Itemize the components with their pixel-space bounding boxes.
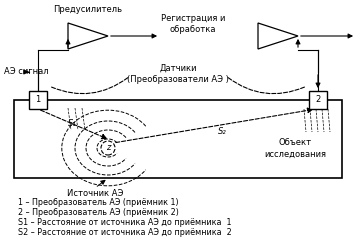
Text: 2: 2 <box>315 96 321 104</box>
Text: Датчики
(Преобразователи АЭ ): Датчики (Преобразователи АЭ ) <box>127 63 229 84</box>
Text: Источник АЭ: Источник АЭ <box>67 188 123 198</box>
Text: Предусилитель: Предусилитель <box>54 5 122 15</box>
Bar <box>309 91 327 109</box>
Text: Объект
исследования: Объект исследования <box>264 138 326 158</box>
Bar <box>29 91 47 109</box>
Text: S1 – Расстояние от источника АЭ до приёмника  1: S1 – Расстояние от источника АЭ до приём… <box>18 218 231 226</box>
Text: 1 – Преобразователь АЭ (приёмник 1): 1 – Преобразователь АЭ (приёмник 1) <box>18 198 179 206</box>
Text: 1: 1 <box>35 96 41 104</box>
FancyArrowPatch shape <box>51 78 128 94</box>
Bar <box>14 100 342 178</box>
Text: Регистрация и
обработка: Регистрация и обработка <box>161 14 225 34</box>
Text: S₁: S₁ <box>68 120 76 128</box>
Text: z: z <box>106 144 110 152</box>
Text: 2 – Преобразователь АЭ (приёмник 2): 2 – Преобразователь АЭ (приёмник 2) <box>18 207 179 217</box>
Text: S2 – Расстояние от источника АЭ до приёмника  2: S2 – Расстояние от источника АЭ до приём… <box>18 227 232 236</box>
Text: S₂: S₂ <box>218 127 226 137</box>
Text: АЭ сигнал: АЭ сигнал <box>4 67 49 77</box>
FancyArrowPatch shape <box>228 78 305 94</box>
